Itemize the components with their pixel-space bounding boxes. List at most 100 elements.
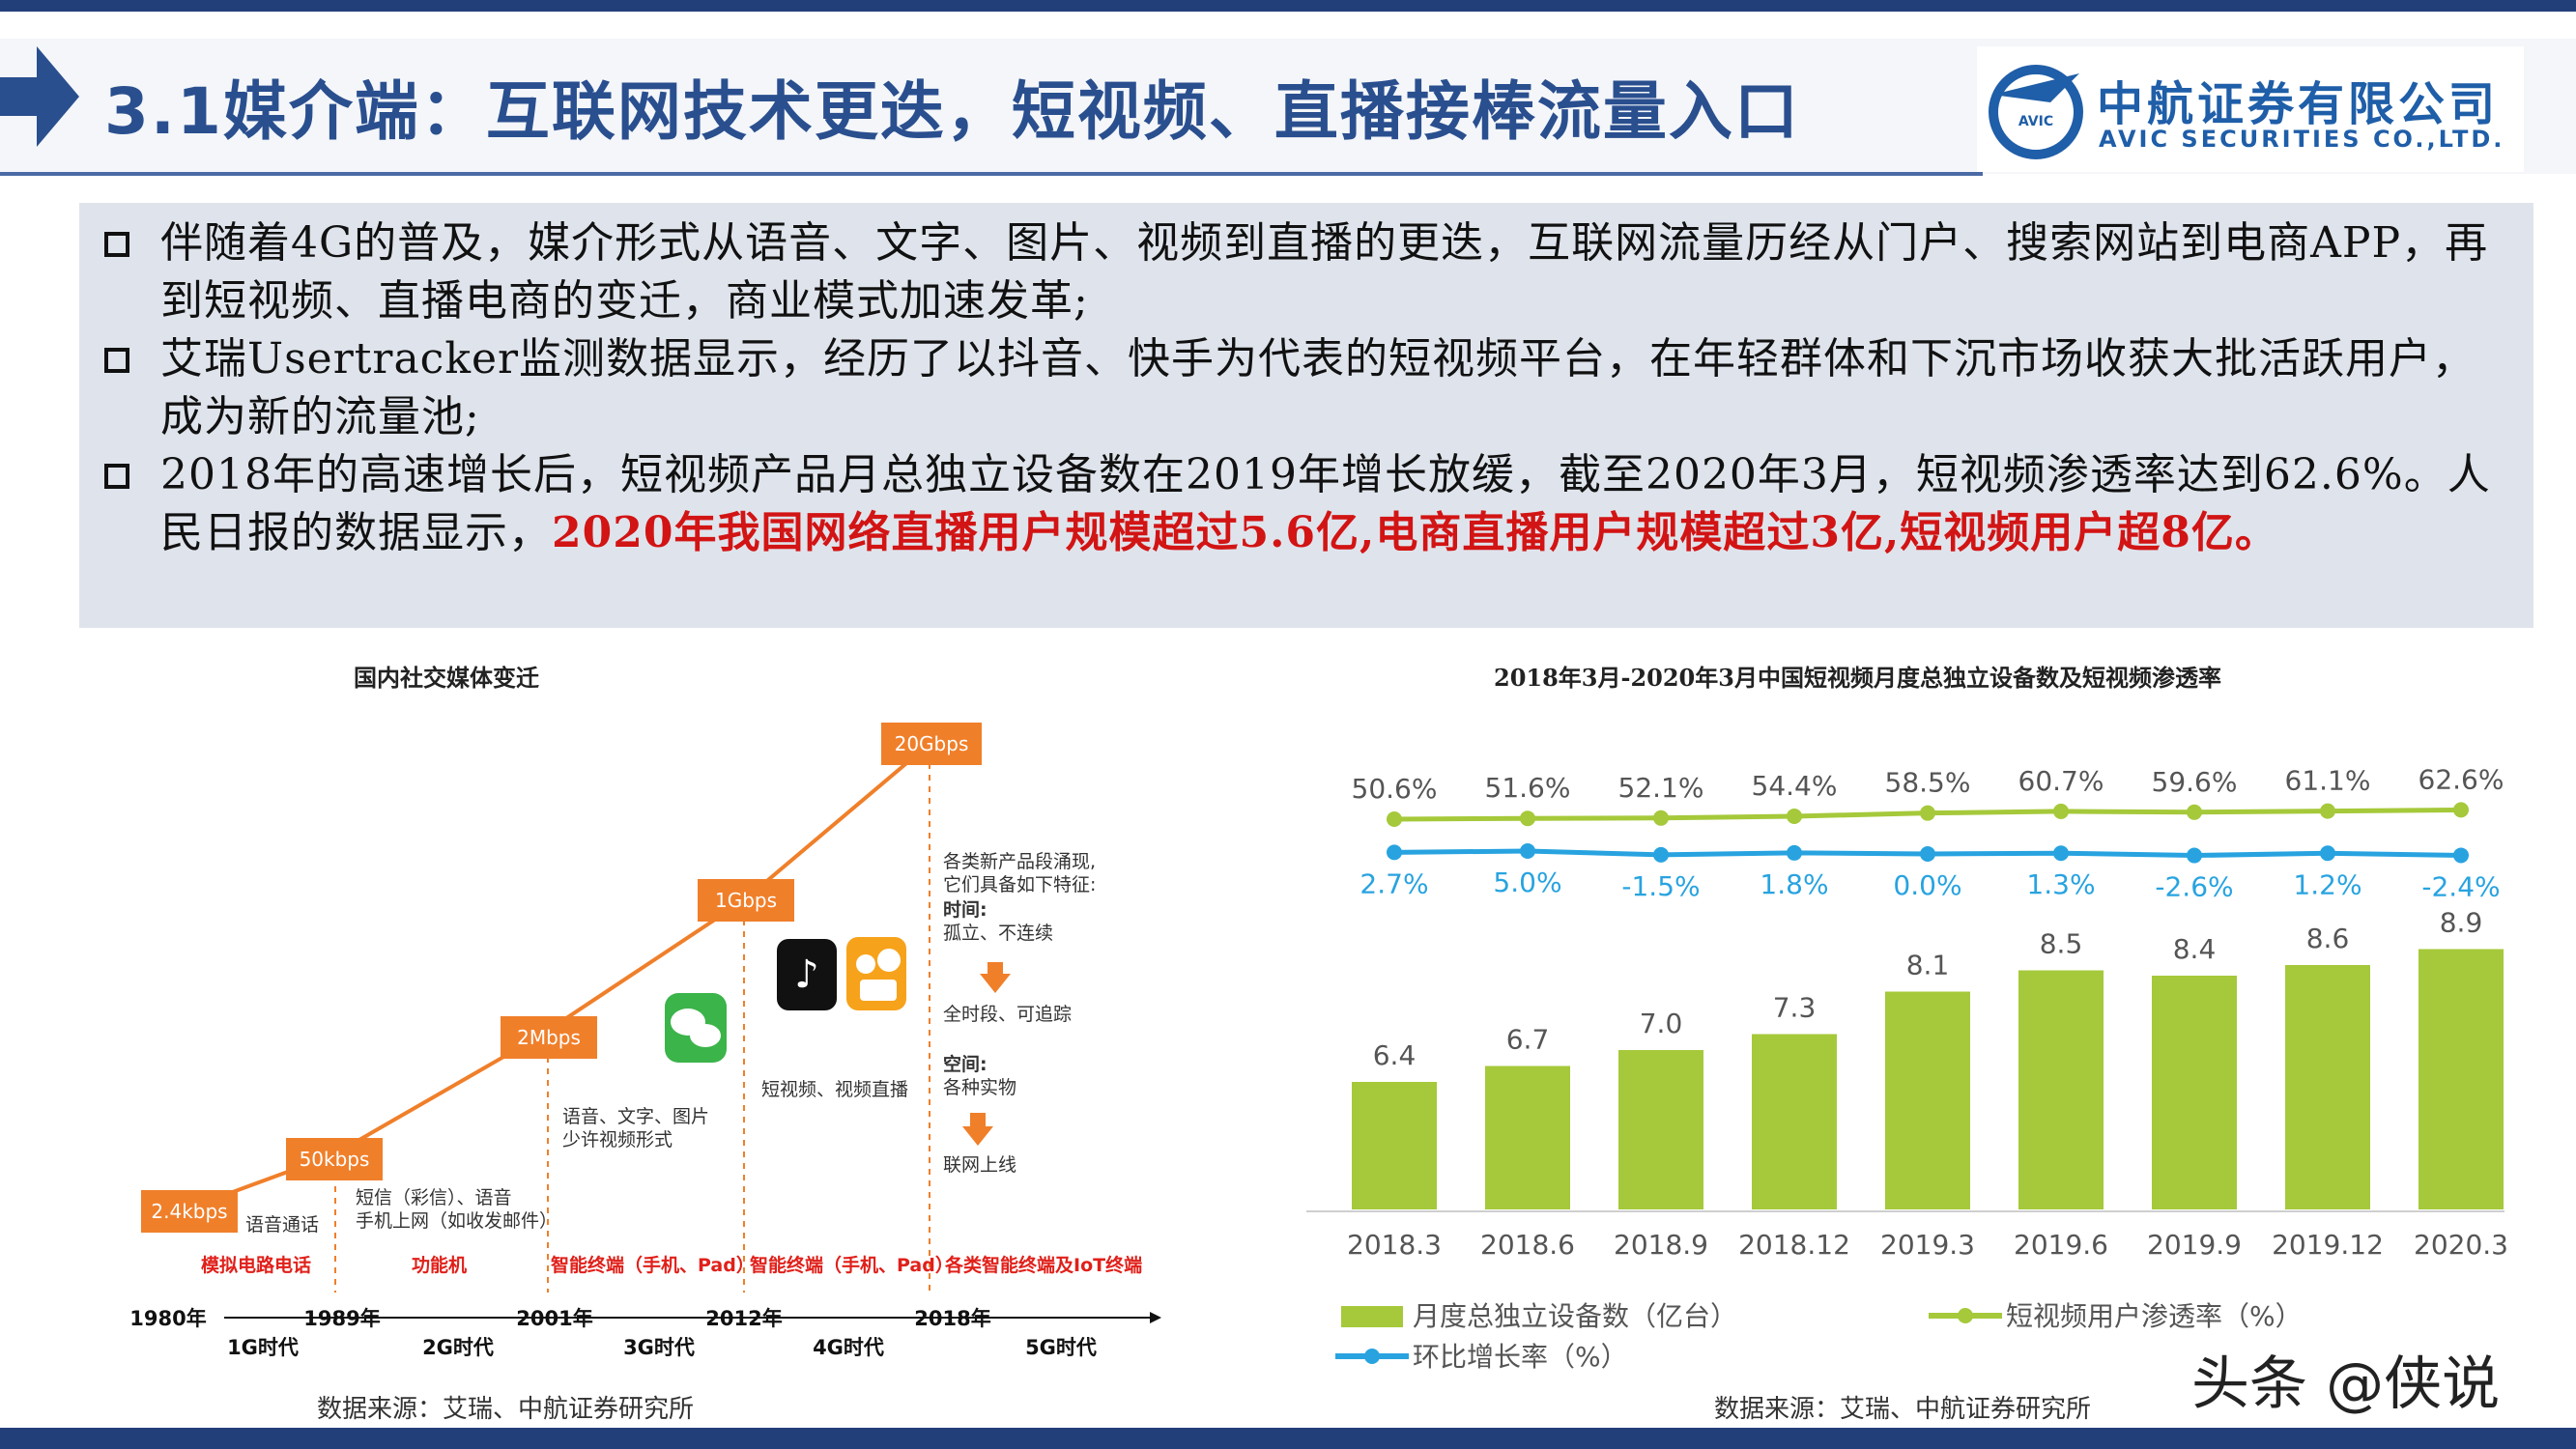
- year-1: 1980年: [129, 1307, 206, 1330]
- desc-5g-d: 孤立、不连续: [943, 923, 1053, 944]
- bullet-text-3-plain: 2018年的高速增长后，短视频产品月总独立设备数在2019年增长放缓，截至202…: [160, 450, 2491, 557]
- desc-2g-a: 短信（彩信）、语音: [356, 1187, 512, 1208]
- desc-5g-time: 时间:: [943, 899, 987, 921]
- bar-value-label: 8.5: [2040, 928, 2083, 960]
- bar-value-label: 8.4: [2173, 933, 2217, 965]
- bullet-item-2: 艾瑞Usertracker监测数据显示，经历了以抖音、快手为代表的短视频平台，在…: [104, 330, 2510, 446]
- bar-value-label: 6.7: [1506, 1024, 1550, 1056]
- speed-label-1: 2.4kbps: [151, 1200, 227, 1223]
- penetration-label: 51.6%: [1485, 772, 1571, 804]
- bar-2018.6: [1485, 1065, 1570, 1209]
- bullet-item-1: 伴随着4G的普及，媒介形式从语音、文字、图片、视频到直播的更迭，互联网流量历经从…: [104, 214, 2510, 330]
- growth-label: 2.7%: [1360, 867, 1428, 899]
- title-underline: [0, 172, 1983, 176]
- speed-label-4: 1Gbps: [715, 889, 777, 912]
- speed-label-2: 50kbps: [300, 1148, 370, 1171]
- company-logo: [1977, 46, 2524, 172]
- right-panel-title: 2018年3月-2020年3月中国短视频月度总独立设备数及短视频渗透率: [1494, 664, 2221, 692]
- growth-label: -2.6%: [2155, 871, 2233, 903]
- bullet-item-3: 2018年的高速增长后，短视频产品月总独立设备数在2019年增长放缓，截至202…: [104, 446, 2510, 620]
- speed-box-1: [141, 1190, 238, 1233]
- growth-label: 1.3%: [2026, 868, 2095, 900]
- bottom-bar: [0, 1428, 2576, 1449]
- bar-2018.12: [1752, 1034, 1837, 1209]
- left-panel-title: 国内社交媒体变迁: [354, 664, 539, 692]
- x-tick-label: 2018.12: [1738, 1229, 1850, 1261]
- logo-badge-text: AVIC: [2018, 114, 2053, 129]
- penetration-point: [2453, 802, 2469, 818]
- section-number: 3.1: [104, 74, 223, 149]
- bullet-square-icon: [104, 348, 129, 373]
- legend-label-penetration: 短视频用户渗透率（%）: [2006, 1300, 2303, 1332]
- bullet-text-3-highlight: 2020年我国网络直播用户规模超过5.6亿,电商直播用户规模超过3亿,短视频用户…: [552, 508, 2278, 557]
- bullet-square-icon: [104, 464, 129, 489]
- bar-value-label: 8.1: [1906, 950, 1950, 981]
- desc-5g-h: 联网上线: [943, 1154, 1016, 1176]
- bullet-text-1: 伴随着4G的普及，媒介形式从语音、文字、图片、视频到直播的更迭，互联网流量历经从…: [160, 218, 2489, 326]
- growth-point: [2453, 847, 2469, 864]
- x-tick-label: 2019.6: [2014, 1229, 2108, 1261]
- penetration-point: [1787, 808, 1802, 824]
- bar-2019.9: [2152, 976, 2237, 1209]
- growth-label: 1.2%: [2293, 868, 2361, 900]
- bar-2018.9: [1618, 1050, 1703, 1209]
- era-dividers: [334, 763, 930, 1293]
- speed-labels: 2.4kbps 50kbps 2Mbps 1Gbps 20Gbps: [141, 723, 982, 1233]
- penetration-label: 62.6%: [2419, 763, 2504, 795]
- watermark: 头条 @侠说: [2191, 1350, 2501, 1418]
- x-tick-label: 2020.3: [2414, 1229, 2508, 1261]
- growth-label: 0.0%: [1893, 869, 1961, 901]
- douyin-icon: [777, 939, 837, 1010]
- legend-label-bar: 月度总独立设备数（亿台）: [1413, 1300, 1737, 1332]
- desc-1g: 语音通话: [245, 1214, 319, 1236]
- speed-label-5: 20Gbps: [895, 732, 969, 755]
- bar-2020.3: [2419, 949, 2504, 1209]
- penetration-point: [1653, 810, 1669, 826]
- desc-5g-space: 空间:: [943, 1053, 987, 1075]
- bullet-box: [79, 203, 2533, 628]
- penetration-label: 50.6%: [1352, 773, 1438, 805]
- penetration-point: [2320, 803, 2335, 819]
- growth-point: [1787, 844, 1802, 861]
- growth-label: -2.4%: [2421, 870, 2500, 902]
- bullet-text-3: 2018年的高速增长后，短视频产品月总独立设备数在2019年增长放缓，截至202…: [160, 446, 2518, 562]
- growth-label: -1.5%: [1621, 870, 1700, 902]
- year-5: 2018年: [914, 1307, 990, 1330]
- x-tick-label: 2019.12: [2272, 1229, 2384, 1261]
- bar-2019.12: [2285, 965, 2370, 1209]
- growth-point: [2187, 847, 2202, 864]
- bar-2018.3: [1352, 1082, 1437, 1209]
- penetration-label: 52.1%: [1618, 772, 1704, 804]
- bar-2019.6: [2018, 970, 2104, 1209]
- era-3: 3G时代: [623, 1336, 695, 1359]
- bar-2019.3: [1885, 991, 1970, 1209]
- penetration-point: [1387, 811, 1402, 827]
- evolution-diagram-panel: [79, 713, 1200, 1362]
- speed-box-3: [501, 1016, 597, 1059]
- logo-en-text: AVIC SECURITIES CO.,LTD.: [2099, 126, 2505, 153]
- logo-cn-text: 中航证券有限公司: [2097, 77, 2500, 131]
- arrow-down-icon: [980, 962, 1011, 993]
- desc-3g-a: 语音、文字、图片: [562, 1106, 709, 1127]
- year-2: 1989年: [303, 1307, 380, 1330]
- terminal-1: 模拟电路电话: [201, 1254, 311, 1276]
- terminal-5: 各类智能终端及IoT终端: [944, 1254, 1142, 1276]
- growth-point: [1520, 843, 1535, 859]
- speed-box-5: [881, 723, 982, 765]
- top-bar: [0, 0, 2576, 12]
- svg-text:♪: ♪: [794, 952, 819, 997]
- penetration-point: [2053, 803, 2069, 819]
- evolution-diagram: 2.4kbps 50kbps 2Mbps 1Gbps 20Gbps ♪ 语音通话…: [129, 723, 1161, 1359]
- desc-2g-b: 手机上网（如收发邮件）: [356, 1210, 558, 1232]
- growth-point: [1920, 846, 1935, 862]
- desc-5g-e: 全时段、可追踪: [943, 1004, 1072, 1025]
- era-2: 2G时代: [422, 1336, 494, 1359]
- era-5: 5G时代: [1025, 1336, 1097, 1359]
- desc-4g: 短视频、视频直播: [761, 1079, 908, 1100]
- terminal-4: 智能终端（手机、Pad）: [750, 1254, 954, 1276]
- era-4: 4G时代: [813, 1336, 884, 1359]
- desc-5g-a: 各类新产品段涌现,: [943, 851, 1096, 872]
- growth-point: [1653, 846, 1669, 863]
- page-title: 3.1媒介端：互联网技术更迭，短视频、直播接棒流量入口: [104, 60, 1800, 153]
- desc-3g-b: 少许视频形式: [562, 1129, 673, 1151]
